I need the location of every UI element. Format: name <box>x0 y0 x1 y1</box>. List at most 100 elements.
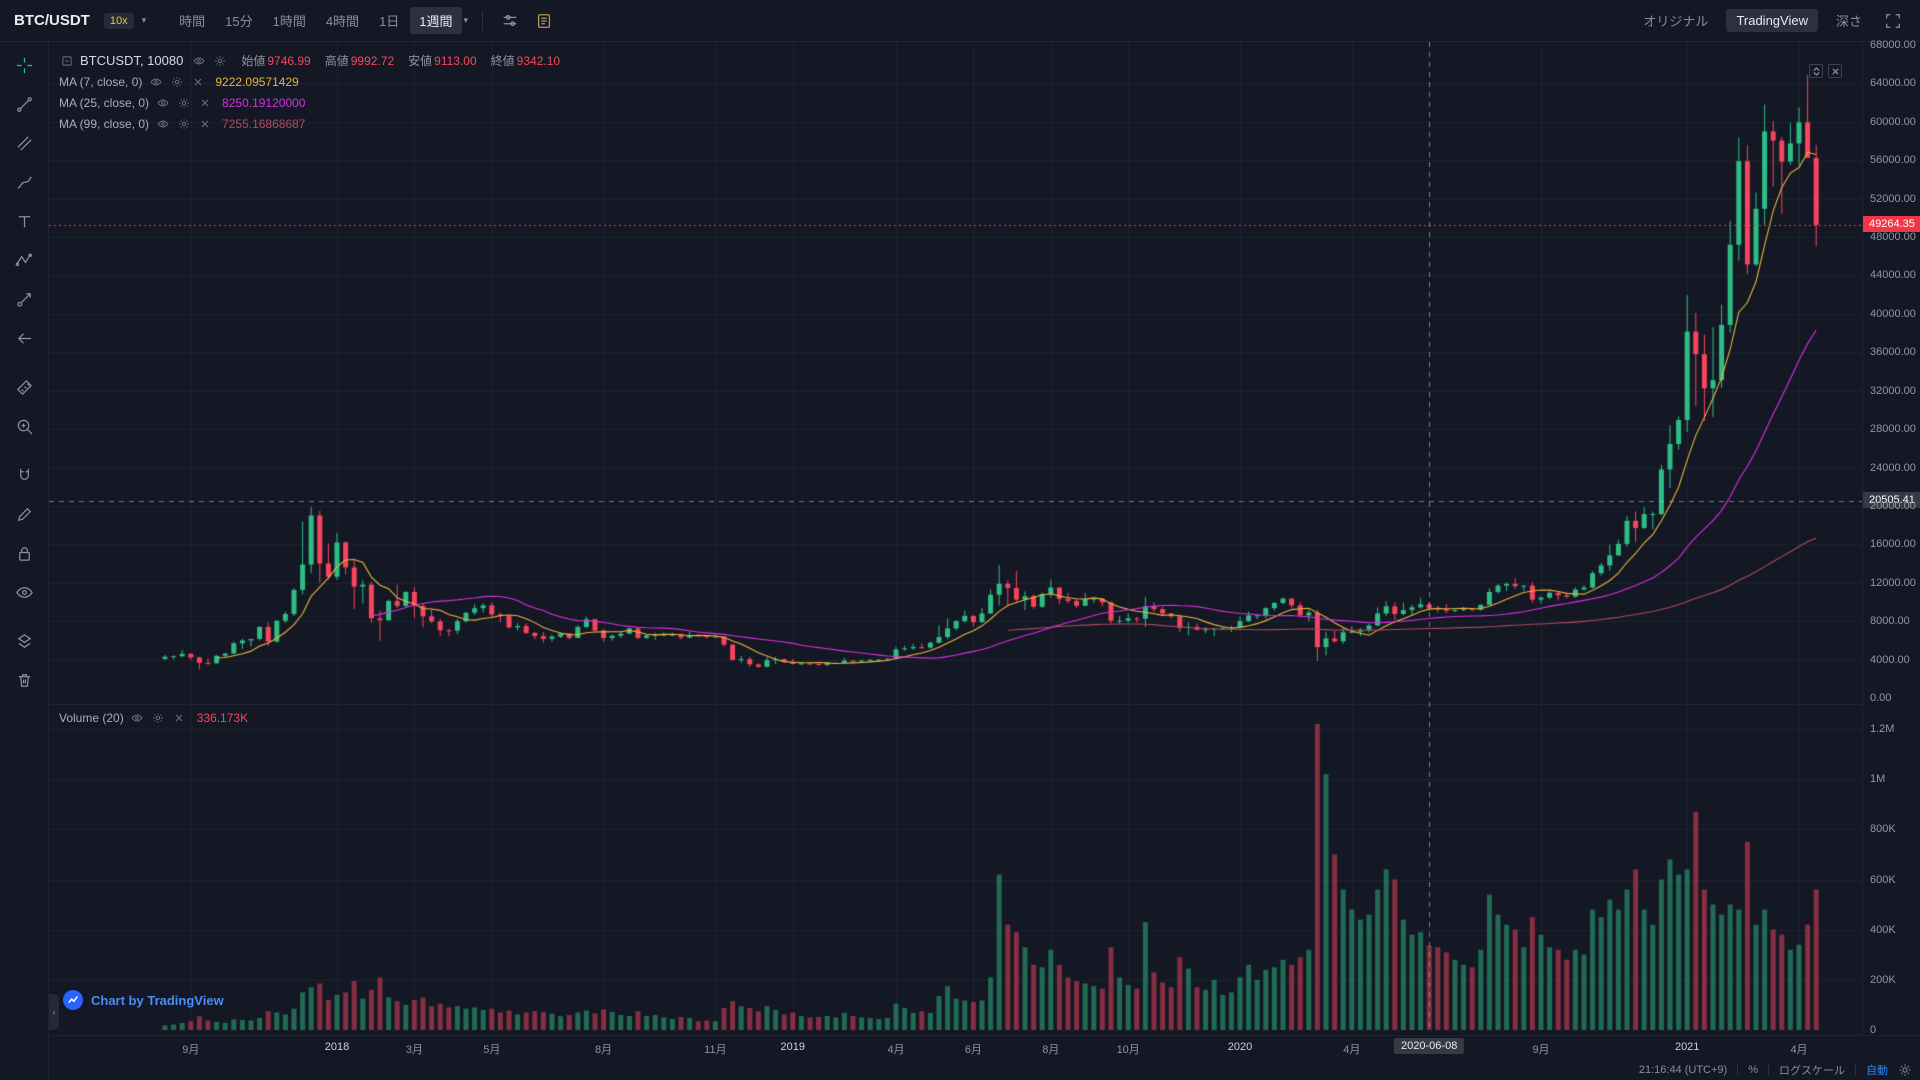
interval-15m[interactable]: 15分 <box>225 14 253 29</box>
volume-legend-row: Volume (20) 336.173K <box>59 710 248 725</box>
price-tick-label: 36000.00 <box>1870 346 1916 359</box>
text-tool-icon[interactable] <box>13 210 35 232</box>
status-divider <box>1855 1064 1856 1075</box>
object-tree-tool-icon[interactable] <box>13 630 35 652</box>
top-toolbar: BTC/USDT 10x ▾ 時間 15分 1時間 4時間 1日 1週間 ▾ オ… <box>0 0 1920 42</box>
tab-tradingview[interactable]: TradingView <box>1726 9 1818 32</box>
eye-icon[interactable] <box>155 116 170 131</box>
time-axis[interactable]: 2020-06-08 9月 2018 3月 5月 8月 11月 2019 4月 6月 8月 10月 2… <box>49 1035 1920 1059</box>
volume-tick-label: 1.2M <box>1870 723 1895 735</box>
indicators-icon[interactable] <box>531 8 557 34</box>
gear-icon[interactable] <box>169 74 184 89</box>
interval-time[interactable]: 時間 <box>179 14 206 29</box>
symbol-name[interactable]: BTC/USDT <box>14 12 90 29</box>
collapse-pane-icon[interactable] <box>59 53 74 68</box>
fullscreen-icon[interactable] <box>1880 8 1906 34</box>
time-tick-label[interactable]: 5月 <box>483 1044 501 1056</box>
tab-original[interactable]: オリジナル <box>1643 14 1709 29</box>
pane-close-icon[interactable] <box>1828 64 1842 78</box>
drawing-toolbar <box>0 42 49 1080</box>
zoom-tool-icon[interactable] <box>13 415 35 437</box>
close-icon[interactable] <box>197 116 212 131</box>
gear-icon[interactable] <box>176 116 191 131</box>
log-scale-button[interactable]: ログスケール <box>1779 1064 1845 1077</box>
ma99-legend-row: MA (99, close, 0) 7255.16868687 <box>59 113 560 134</box>
volume-tick-label: 200K <box>1870 973 1896 986</box>
time-tick-label[interactable]: 2021 <box>1674 1041 1700 1053</box>
price-tick-label: 60000.00 <box>1870 115 1916 128</box>
volume-label: Volume (20) <box>59 710 124 725</box>
price-chart-canvas[interactable] <box>49 42 1862 1035</box>
magnet-tool-icon[interactable] <box>13 464 35 486</box>
interval-4h[interactable]: 4時間 <box>325 14 360 29</box>
ma99-value: 7255.16868687 <box>222 116 306 131</box>
ohlc-low: 安値 9113.00 <box>408 53 477 69</box>
pattern-tool-icon[interactable] <box>13 249 35 271</box>
price-axis[interactable]: 49264.35 20505.41 68000.00 64000.00 60000.… <box>1862 39 1920 1036</box>
eye-icon[interactable] <box>148 74 163 89</box>
interval-1d[interactable]: 1日 <box>379 14 400 29</box>
time-tick-label[interactable]: 2019 <box>780 1041 806 1053</box>
arrow-tool-icon[interactable] <box>13 327 35 349</box>
remove-drawings-tool-icon[interactable] <box>13 669 35 691</box>
drawing-mode-tool-icon[interactable] <box>13 503 35 525</box>
crosshair-tool-icon[interactable] <box>13 54 35 76</box>
price-tick-label: 0.00 <box>1870 692 1892 704</box>
time-tick-label[interactable]: 10月 <box>1116 1044 1140 1056</box>
ohlc-open: 始値 9746.99 <box>241 53 311 69</box>
price-tick-label: 64000.00 <box>1870 77 1916 90</box>
time-tick-label[interactable]: 2018 <box>324 1041 350 1053</box>
time-tick-label[interactable]: 11月 <box>704 1044 727 1056</box>
interval-caret-icon[interactable]: ▾ <box>463 15 469 25</box>
pane-maximize-icon[interactable] <box>1809 64 1823 78</box>
tradingview-attribution[interactable]: Chart by TradingView <box>63 990 224 1010</box>
lock-tool-icon[interactable] <box>13 542 35 564</box>
time-tick-label[interactable]: 8月 <box>1042 1044 1060 1056</box>
gear-icon[interactable] <box>151 710 166 725</box>
fib-channel-tool-icon[interactable] <box>13 132 35 154</box>
close-icon[interactable] <box>172 710 187 725</box>
eye-icon[interactable] <box>155 95 170 110</box>
time-tick-label[interactable]: 4月 <box>887 1044 905 1056</box>
settings-gear-icon[interactable] <box>1898 1063 1912 1077</box>
price-tick-label: 56000.00 <box>1870 154 1916 167</box>
chart-style-icon[interactable] <box>497 8 523 34</box>
last-price-badge: 49264.35 <box>1863 215 1920 232</box>
price-tick-label: 12000.00 <box>1870 576 1916 589</box>
gear-icon[interactable] <box>212 53 227 68</box>
eye-icon[interactable] <box>191 53 206 68</box>
close-icon[interactable] <box>197 95 212 110</box>
ma25-value: 8250.19120000 <box>222 95 306 110</box>
volume-tick-label: 400K <box>1870 923 1896 936</box>
status-divider <box>1737 1064 1739 1075</box>
time-tick-label[interactable]: 6月 <box>964 1044 982 1056</box>
trendline-tool-icon[interactable] <box>13 93 35 115</box>
tab-depth[interactable]: 深さ <box>1835 14 1862 29</box>
time-tick-label[interactable]: 2020 <box>1227 1041 1253 1053</box>
eye-icon[interactable] <box>130 710 145 725</box>
auto-scale-button[interactable]: 自動 <box>1866 1064 1888 1077</box>
symbol-caret-icon[interactable]: ▾ <box>141 15 147 25</box>
leverage-badge[interactable]: 10x <box>103 12 134 29</box>
volume-value: 336.173K <box>196 710 249 725</box>
brush-tool-icon[interactable] <box>13 171 35 193</box>
close-icon[interactable] <box>190 74 205 89</box>
hide-drawings-tool-icon[interactable] <box>13 581 35 603</box>
toolbar-collapse-handle[interactable]: ‹ <box>49 994 59 1030</box>
forecast-tool-icon[interactable] <box>13 288 35 310</box>
pane-buttons <box>1809 64 1842 78</box>
time-tick-label[interactable]: 4月 <box>1343 1044 1361 1056</box>
gear-icon[interactable] <box>176 95 191 110</box>
price-tick-label: 20000.00 <box>1870 499 1916 512</box>
time-tick-label[interactable]: 8月 <box>595 1044 613 1056</box>
price-tick-label: 52000.00 <box>1870 192 1916 205</box>
time-tick-label[interactable]: 9月 <box>1532 1044 1550 1056</box>
percent-scale-button[interactable]: % <box>1748 1063 1758 1076</box>
interval-1h[interactable]: 1時間 <box>272 14 306 29</box>
time-tick-label[interactable]: 4月 <box>1790 1044 1808 1056</box>
time-tick-label[interactable]: 3月 <box>405 1044 423 1056</box>
time-tick-label[interactable]: 9月 <box>182 1044 200 1056</box>
toolbar-divider <box>482 10 484 31</box>
measure-tool-icon[interactable] <box>13 376 35 398</box>
interval-1w[interactable]: 1週間 <box>410 7 462 34</box>
